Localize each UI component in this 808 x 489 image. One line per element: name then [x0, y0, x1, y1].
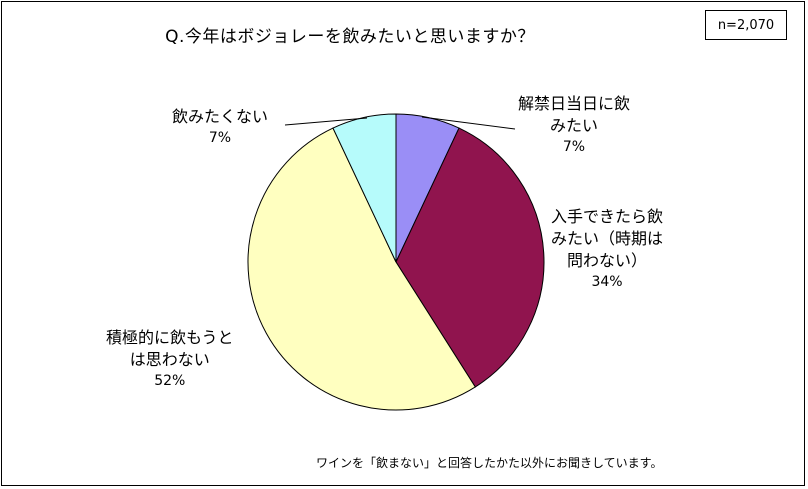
label-slice-1-pct: 7%: [562, 139, 586, 155]
label-slice-1-line1: 解禁日当日に飲: [518, 94, 631, 113]
label-slice-2: 入手できたら飲 みたい（時期は 問わない） 34%: [551, 206, 663, 292]
label-slice-4: 飲みたくない 7%: [172, 106, 268, 148]
pie-slices: [247, 113, 545, 411]
sample-size-box: n=2,070: [705, 10, 787, 40]
label-slice-2-pct: 34%: [591, 274, 623, 290]
chart-title: Q.今年はボジョレーを飲みたいと思いますか？: [165, 27, 535, 47]
pie-slice-2: [395, 127, 545, 388]
leader-line-1: [421, 116, 516, 130]
label-slice-3-line1: 積極的に飲もうと: [106, 328, 234, 347]
footnote: ワインを「飲まない」と回答したかた以外にお聞きしています。: [316, 456, 663, 470]
label-slice-3-line2: は思わない: [129, 350, 210, 369]
label-slice-1: 解禁日当日に飲 みたい 7%: [518, 93, 630, 157]
label-slice-1-line2: みたい: [550, 116, 599, 135]
label-slice-2-line3: 問わない）: [567, 251, 648, 270]
label-slice-2-line2: みたい（時期は: [551, 229, 664, 248]
pie-slice-3: [247, 127, 476, 411]
label-slice-3: 積極的に飲もうと は思わない 52%: [106, 327, 234, 391]
pie-slice-4: [332, 113, 397, 263]
leader-lines: [284, 116, 516, 130]
leader-line-4: [284, 117, 368, 126]
label-slice-2-line1: 入手できたら飲: [551, 207, 664, 226]
label-slice-3-pct: 52%: [154, 373, 186, 389]
label-slice-4-line1: 飲みたくない: [172, 107, 269, 126]
label-slice-4-pct: 7%: [208, 130, 232, 146]
